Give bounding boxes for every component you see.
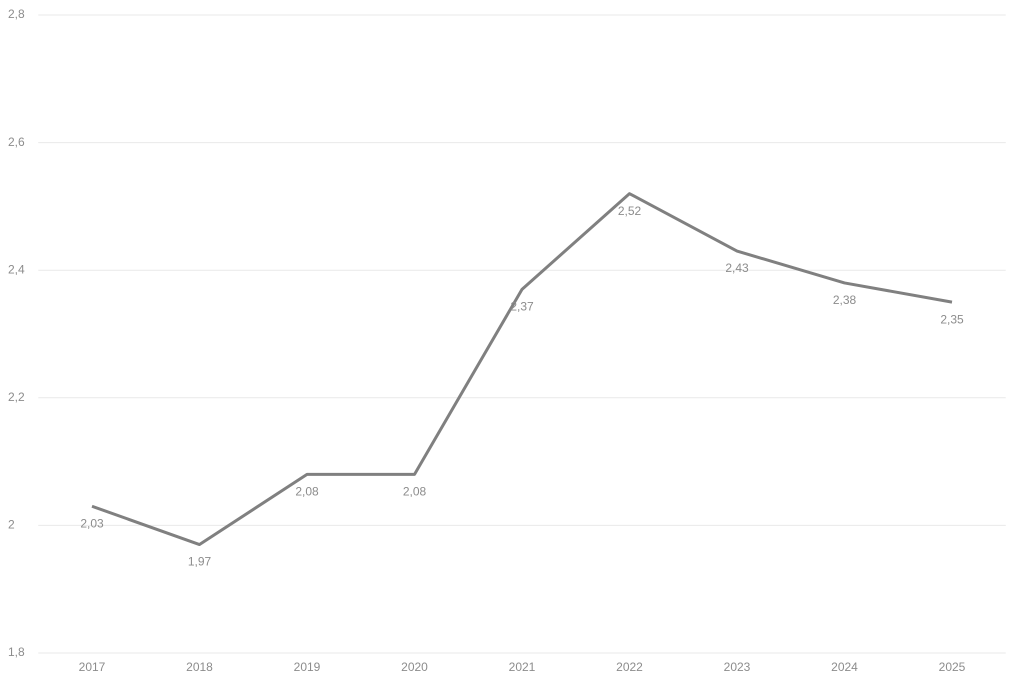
y-tick-label: 2 bbox=[8, 518, 15, 532]
data-label: 2,37 bbox=[510, 300, 534, 314]
x-tick-label: 2021 bbox=[509, 660, 536, 674]
data-label: 2,35 bbox=[940, 312, 964, 326]
x-tick-label: 2024 bbox=[831, 660, 858, 674]
data-label: 1,97 bbox=[188, 555, 212, 569]
data-label: 2,38 bbox=[833, 293, 857, 307]
data-label: 2,43 bbox=[725, 261, 749, 275]
data-label: 2,52 bbox=[618, 204, 642, 218]
y-tick-label: 2,6 bbox=[8, 135, 25, 149]
x-tick-label: 2018 bbox=[186, 660, 213, 674]
x-tick-label: 2022 bbox=[616, 660, 643, 674]
y-tick-label: 2,8 bbox=[8, 7, 25, 21]
y-tick-label: 2,4 bbox=[8, 262, 25, 276]
data-label: 2,08 bbox=[403, 485, 427, 499]
x-tick-label: 2019 bbox=[294, 660, 321, 674]
x-tick-label: 2023 bbox=[724, 660, 751, 674]
y-tick-label: 1,8 bbox=[8, 645, 25, 659]
line bbox=[91, 192, 953, 547]
data-label: 2,08 bbox=[295, 485, 319, 499]
data-label: 2,03 bbox=[80, 516, 104, 530]
x-tick-label: 2025 bbox=[939, 660, 966, 674]
x-tick-label: 2020 bbox=[401, 660, 428, 674]
x-tick-label: 2017 bbox=[79, 660, 106, 674]
y-tick-label: 2,2 bbox=[8, 390, 25, 404]
